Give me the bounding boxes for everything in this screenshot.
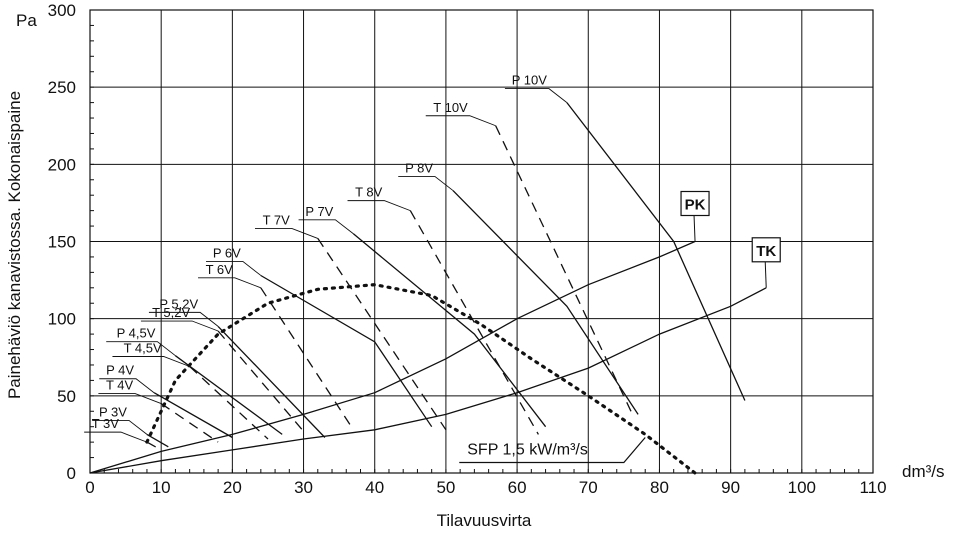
series-line: [189, 366, 269, 440]
label-leader: [92, 419, 148, 435]
label-leader: [298, 219, 354, 235]
series-line: [566, 102, 746, 401]
x-tick-label: 10: [152, 478, 171, 497]
label-leader: [459, 437, 646, 464]
series-label: P 4V: [106, 363, 134, 378]
x-tick-label: 70: [579, 478, 598, 497]
x-tick-label: 30: [294, 478, 313, 497]
series-line: [260, 274, 433, 428]
series-line: [175, 355, 283, 435]
y-axis-title: Painehäviö kanavistossa. Kokonaispaine: [5, 91, 24, 399]
series-label: T 10V: [433, 100, 468, 115]
label-leader: [206, 261, 262, 276]
label-leader: [425, 115, 496, 127]
x-tick-label: 20: [223, 478, 242, 497]
series-label: P 5,2V: [159, 296, 198, 311]
y-tick-label: 150: [48, 233, 76, 252]
series-line: [89, 287, 767, 474]
series-label: T 4V: [106, 378, 134, 393]
x-tick-label: 50: [436, 478, 455, 497]
series-line: [146, 441, 162, 451]
x-tick-label: 40: [365, 478, 384, 497]
x-axis-title: Tilavuusvirta: [437, 511, 532, 530]
series-line: [160, 403, 219, 443]
label-leader: [106, 341, 176, 357]
x-tick-label: 110: [859, 478, 886, 497]
series-lines: [89, 102, 767, 475]
series-label: TK: [756, 243, 776, 260]
series-line: [217, 325, 326, 438]
label-leader: [198, 277, 261, 289]
series-label: SFP 1,5 kW/m³/s: [467, 441, 588, 458]
series-line: [89, 240, 696, 474]
series-line: [260, 287, 354, 431]
series-label: P 7V: [305, 204, 333, 219]
series-line: [495, 125, 632, 412]
label-leader: [99, 378, 155, 394]
y-tick-label: 50: [57, 387, 76, 406]
x-tick-label: 90: [721, 478, 740, 497]
series-label: P 4,5V: [117, 326, 156, 341]
label-box: [680, 190, 710, 217]
label-leader: [504, 88, 568, 103]
x-tick-label: 80: [650, 478, 669, 497]
label-leader: [112, 356, 190, 367]
series-label: T 3V: [92, 416, 120, 431]
series-label: T 5,2V: [152, 305, 190, 320]
series-line: [153, 392, 233, 439]
series-line: [145, 283, 697, 475]
series-label: T 8V: [355, 185, 383, 200]
series-line: [409, 210, 539, 435]
x-tick-label: 0: [85, 478, 94, 497]
x-tick-label: 100: [788, 478, 816, 497]
series-label: T 7V: [263, 212, 291, 227]
series-label: PK: [685, 197, 706, 214]
label-leader: [764, 261, 767, 288]
series-label: P 6V: [213, 245, 241, 260]
series-label: T 4,5V: [124, 341, 162, 356]
label-box: [751, 237, 781, 263]
label-leader: [148, 311, 219, 327]
series-labels: PK TK SFP 1,5 kW/m³/s P 3VT 3V P 4VT 4V P 4,5…: [84, 73, 781, 464]
series-line: [352, 233, 547, 428]
label-leader: [347, 200, 411, 212]
series-line: [217, 330, 304, 432]
y-tick-label: 0: [67, 464, 76, 483]
grid: [89, 9, 874, 474]
series-label: P 3V: [99, 404, 127, 419]
label-leader: [84, 431, 148, 443]
series-line: [317, 238, 447, 431]
tick-labels: 0 10 20 30 40 50 60 70 80 90 100 110 0 50 100 150 200 250…: [48, 1, 887, 497]
y-tick-label: 300: [48, 1, 76, 20]
x-unit: dm³/s: [902, 462, 945, 481]
label-leader: [140, 320, 219, 332]
label-leader: [398, 176, 454, 191]
y-tick-label: 200: [48, 155, 76, 174]
series-label: T 6V: [206, 262, 234, 277]
series-line: [452, 190, 639, 415]
label-leader: [254, 227, 318, 239]
label-leader: [98, 393, 162, 404]
label-leader: [693, 215, 696, 242]
y-unit: Pa: [16, 11, 37, 30]
y-tick-label: 100: [48, 310, 76, 329]
series-label: P 8V: [405, 161, 433, 176]
y-tick-label: 250: [48, 78, 76, 97]
x-tick-label: 60: [508, 478, 527, 497]
series-line: [146, 433, 169, 448]
series-label: P 10V: [512, 73, 548, 88]
